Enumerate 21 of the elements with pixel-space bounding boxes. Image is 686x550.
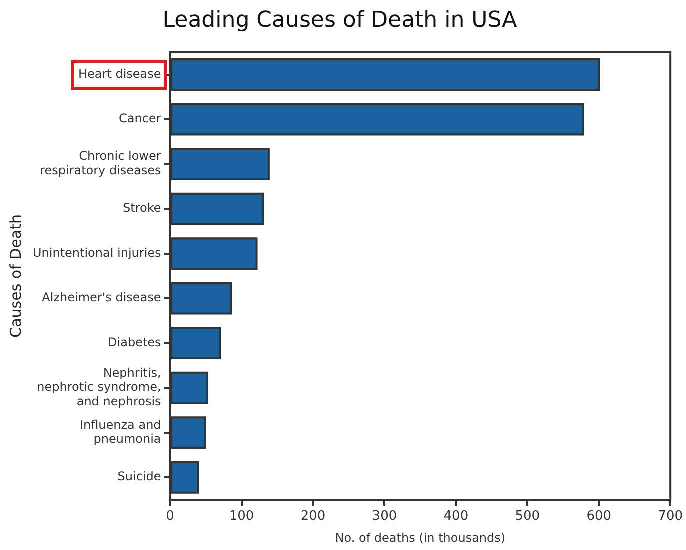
- x-tick-label: 400: [444, 509, 469, 524]
- x-tick-label: 300: [372, 509, 398, 524]
- y-tick-label: Chronic lower respiratory diseases: [40, 149, 162, 178]
- chart-title: Leading Causes of Death in USA: [162, 8, 518, 33]
- y-tick-label: Nephritis, nephrotic syndrome, and nephrosis: [37, 366, 162, 409]
- x-tick-label: 500: [515, 509, 540, 524]
- y-tick-label: Influenza and pneumonia: [80, 418, 162, 446]
- x-tick-label: 600: [586, 509, 612, 524]
- x-tick-label: 100: [229, 509, 254, 524]
- y-tick-label: Suicide: [118, 470, 162, 484]
- x-axis-title: No. of deaths (in thousands): [335, 530, 506, 545]
- x-tick-label: 0: [166, 509, 174, 524]
- y-tick-label: Cancer: [119, 112, 162, 126]
- x-tick-label: 200: [300, 509, 326, 524]
- y-tick-label: Stroke: [123, 201, 162, 216]
- y-tick-label: Alzheimer's disease: [42, 290, 162, 305]
- y-tick-label: Heart disease: [78, 66, 162, 81]
- y-tick-label: Unintentional injuries: [32, 246, 162, 260]
- x-tick-label: 700: [658, 509, 684, 524]
- y-tick-label: Diabetes: [108, 335, 162, 350]
- y-axis-title: Causes of Death: [6, 214, 25, 338]
